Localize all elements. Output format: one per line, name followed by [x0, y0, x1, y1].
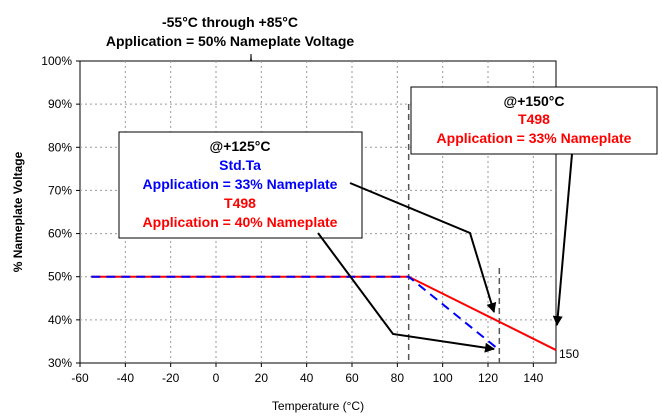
chart-title: -55°C through +85°C: [162, 14, 298, 30]
x-tick-label: 80: [391, 371, 405, 385]
series-line-blue: [91, 275, 500, 351]
x-tick-label: 100: [433, 371, 453, 385]
y-tick-label: 60%: [48, 227, 72, 241]
y-tick-label: 40%: [48, 313, 72, 327]
annotation-125-line-1: @+125°C: [210, 138, 271, 154]
y-tick-label: 50%: [48, 270, 72, 284]
chart-subtitle: Application = 50% Nameplate Voltage: [106, 33, 355, 49]
arrow-to-150: [552, 153, 573, 326]
end-label: 150: [559, 347, 579, 361]
annotation-box-125: [118, 131, 363, 239]
x-tick-label: 0: [213, 371, 220, 385]
annotation-125-line-4: T498: [224, 195, 256, 211]
reference-lines: [407, 104, 501, 363]
arrow-to-blue-125: [317, 232, 495, 353]
annotation-box-150: [410, 86, 658, 155]
annotation-125-line-3: Application = 33% Nameplate: [143, 176, 338, 192]
x-tick-label: -60: [71, 371, 89, 385]
x-tick-label: -40: [117, 371, 135, 385]
x-tick-label: 20: [255, 371, 269, 385]
annotation-150-line-1: @+150°C: [504, 93, 565, 109]
x-tick-label: 40: [300, 371, 314, 385]
x-tick-label: 60: [345, 371, 359, 385]
annotation-125-line-2: Std.Ta: [219, 157, 261, 173]
x-tick-label: -20: [162, 371, 180, 385]
annotation-150-line-2: T498: [518, 111, 550, 127]
y-axis-ticks: 30% 40% 50% 60% 70% 80% 90% 100%: [41, 54, 80, 370]
y-tick-label: 30%: [48, 356, 72, 370]
x-axis-ticks: -60 -40 -20 0 20 40 60 80 100 120 140: [71, 363, 544, 385]
y-tick-label: 100%: [41, 54, 72, 68]
annotation-150-line-3: Application = 33% Nameplate: [437, 130, 632, 146]
y-axis-label: % Nameplate Voltage: [11, 151, 25, 272]
x-axis-label: Temperature (°C): [272, 399, 364, 413]
x-tick-label: 120: [478, 371, 498, 385]
x-tick-label: 140: [523, 371, 543, 385]
y-tick-label: 80%: [48, 140, 72, 154]
arrow-to-red-125: [349, 182, 497, 313]
series-lines: [91, 275, 557, 351]
y-tick-label: 90%: [48, 97, 72, 111]
y-tick-label: 70%: [48, 183, 72, 197]
annotation-125-line-5: Application = 40% Nameplate: [143, 214, 338, 230]
